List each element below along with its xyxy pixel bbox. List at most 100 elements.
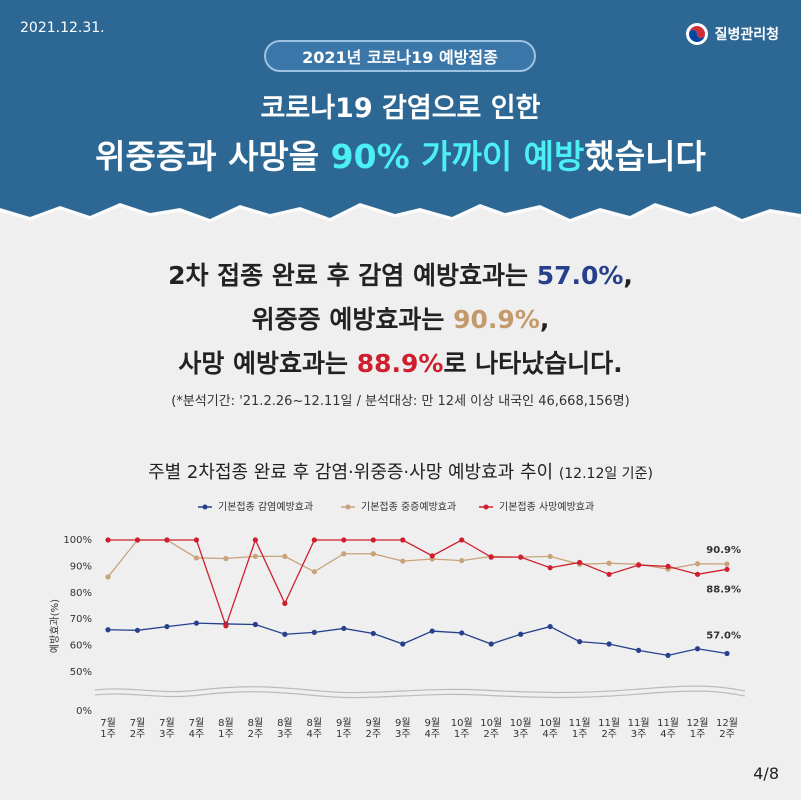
- x-tick-label-line: 11월: [657, 717, 679, 729]
- x-tick-label-line: 1주: [336, 729, 352, 740]
- x-tick-label-line: 11월: [598, 717, 620, 729]
- chart-title-block: 주별 2차접종 완료 후 감염·위중증·사망 예방효과 추이 (12.12일 기…: [0, 458, 801, 484]
- data-point: [105, 574, 111, 580]
- headline: 코로나19 감염으로 인한: [0, 86, 801, 125]
- x-tick-label-line: 9월: [395, 717, 411, 729]
- y-tick-label: 90%: [70, 561, 92, 572]
- data-point: [547, 565, 553, 571]
- data-point: [400, 641, 406, 647]
- text-segment: 사망 예방효과는: [178, 349, 357, 378]
- x-tick-label: 9월 4주: [424, 717, 440, 740]
- x-tick-label: 7월 3주: [159, 717, 175, 740]
- x-tick-label-line: 7월: [130, 717, 146, 729]
- legend-label: 기본접종 중증예방효과: [361, 501, 456, 513]
- x-tick-label-line: 1주: [100, 729, 116, 740]
- data-point: [694, 646, 701, 652]
- x-tick-label-line: 12월: [716, 717, 738, 729]
- x-tick-label-line: 4주: [660, 729, 676, 740]
- data-point: [724, 566, 730, 572]
- data-point: [459, 630, 465, 636]
- data-point: [193, 537, 200, 543]
- data-point: [282, 553, 288, 559]
- x-tick-label: 12월 1주: [687, 717, 709, 740]
- text-segment: 코로나19 감염으로 인한: [260, 93, 541, 124]
- data-point: [223, 623, 229, 629]
- axis-break: [94, 685, 746, 694]
- y-tick-label: 50%: [70, 667, 92, 678]
- data-point: [223, 555, 229, 562]
- x-tick-label-line: 2주: [248, 729, 264, 740]
- x-tick-label-line: 9월: [336, 717, 352, 729]
- badge: 2021년 코로나19 예방접종: [264, 40, 536, 72]
- x-tick-label-line: 8월: [307, 717, 323, 729]
- y-tick-label: 100%: [63, 535, 92, 546]
- series-line: [108, 538, 728, 628]
- data-point: [252, 537, 258, 543]
- x-tick-label-line: 3주: [277, 729, 293, 740]
- text-segment: 했습니다: [584, 137, 706, 176]
- logo-mark: [685, 23, 708, 45]
- data-point: [518, 631, 524, 637]
- axis-break: [94, 690, 746, 699]
- text-segment: 88.9%: [356, 349, 444, 378]
- x-tick-label-line: 2주: [130, 729, 146, 740]
- data-point: [134, 537, 141, 543]
- data-point: [311, 629, 317, 636]
- data-point: [370, 630, 376, 637]
- torn-edge: [0, 203, 801, 223]
- x-tick-label-line: 10월: [510, 717, 532, 729]
- legend-swatch: [483, 504, 489, 510]
- text-segment: 90.9%: [453, 305, 540, 334]
- x-tick-label-line: 10월: [480, 717, 502, 729]
- x-tick-label-line: 12월: [687, 717, 709, 729]
- x-tick-label-line: 8월: [218, 717, 234, 729]
- x-tick-label-line: 3주: [513, 729, 529, 740]
- data-point: [193, 555, 200, 561]
- x-tick-label-line: 8월: [277, 717, 293, 729]
- x-tick-label: 7월 4주: [189, 717, 205, 740]
- text-segment: 90% 가까이 예방: [330, 137, 585, 176]
- data-point: [252, 553, 258, 559]
- legend-swatch: [345, 504, 351, 510]
- x-tick-label: 8월 1주: [218, 717, 234, 740]
- y-tick-label: 70%: [70, 614, 92, 625]
- data-point: [311, 537, 317, 543]
- x-tick-label: 11월 2주: [598, 717, 620, 740]
- data-point: [665, 563, 671, 570]
- text-segment: 위중증 예방효과는: [251, 305, 454, 334]
- data-point: [429, 628, 435, 634]
- y-axis-title: 예방효과(%): [49, 599, 61, 653]
- x-tick-label-line: 11월: [628, 717, 650, 729]
- x-tick-label-line: 7월: [189, 717, 205, 729]
- chart-subtitle: (12.12일 기준): [558, 466, 653, 482]
- data-point: [724, 650, 730, 657]
- x-tick-label: 8월 2주: [248, 717, 264, 740]
- series-line: [107, 622, 728, 657]
- text-segment: 2차 접종 완료 후 감염 예방효과는: [168, 261, 537, 290]
- data-point: [488, 641, 494, 647]
- data-point: [164, 537, 170, 543]
- data-point: [606, 641, 612, 647]
- x-tick-label-line: 10월: [451, 717, 473, 729]
- x-tick-label: 12월 2주: [716, 717, 738, 740]
- x-tick-label-line: 2주: [366, 729, 382, 740]
- data-point: [252, 621, 258, 628]
- data-point: [459, 537, 465, 543]
- legend-swatch: [202, 504, 208, 510]
- x-tick-label: 10월 3주: [510, 717, 532, 740]
- data-point: [606, 571, 612, 577]
- x-tick-label: 8월 4주: [307, 717, 323, 740]
- value-label: 88.9%: [706, 584, 741, 595]
- y-tick-label: 60%: [70, 641, 92, 652]
- date: 2021.12.31.: [20, 20, 105, 36]
- x-tick-label-line: 4주: [307, 729, 323, 740]
- x-tick-label: 8월 3주: [277, 717, 293, 740]
- x-tick-label-line: 2주: [483, 729, 499, 740]
- x-tick-label: 10월 2주: [480, 717, 502, 740]
- legend-label: 기본접종 사망예방효과: [499, 501, 594, 513]
- data-point: [105, 627, 111, 633]
- headline: 위중증과 사망을 90% 가까이 예방했습니다: [0, 130, 801, 178]
- data-point: [282, 600, 288, 606]
- x-tick-label-line: 9월: [424, 717, 440, 729]
